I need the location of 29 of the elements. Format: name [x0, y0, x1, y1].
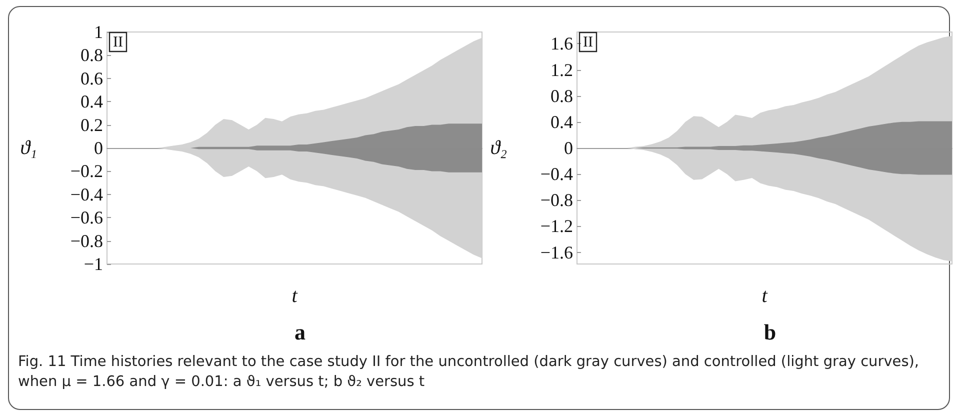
y-tick-label: 0.6 — [80, 68, 103, 88]
y-tick-label: 0.4 — [550, 112, 573, 132]
y-tick-label: 1 — [94, 22, 103, 42]
y-tick-label: −0.8 — [70, 230, 103, 251]
x-axis-title: t — [762, 285, 768, 307]
y-tick-label: 0 — [564, 138, 573, 158]
y-tick-label: −0.4 — [540, 164, 573, 184]
y-tick-label: −0.6 — [70, 208, 103, 228]
y-tick-label: 0.8 — [80, 45, 103, 66]
text: a — [294, 320, 306, 344]
y-tick-label: 0.2 — [80, 114, 103, 135]
y-tick-label: −0.8 — [540, 190, 573, 210]
annotation: II — [583, 34, 593, 50]
y-tick-label: −1.6 — [540, 242, 573, 262]
y-tick-label: −1.2 — [540, 216, 573, 236]
y-tick-label: −1 — [84, 254, 103, 274]
text: b — [764, 320, 776, 344]
y-tick-label: −0.4 — [70, 184, 103, 204]
y-tick-label: 0 — [94, 138, 103, 158]
y-axis-title: ϑ₁ — [20, 137, 37, 159]
y-tick-label: 1.6 — [550, 34, 573, 54]
y-tick-label: 0.4 — [80, 92, 103, 112]
y-tick-label: 1.2 — [550, 60, 573, 80]
annotation: II — [113, 34, 123, 50]
y-tick-label: 0.8 — [550, 86, 573, 106]
y-axis-title: ϑ₂ — [490, 137, 508, 159]
x-axis-title: t — [292, 285, 298, 307]
y-tick-label: −0.2 — [70, 161, 103, 182]
caption: Fig. 11 Time histories relevant to the case study II for the uncontrolled (dark gray curves) and controlled (light gray curves), when μ = 1.66 and γ = 0.01: a ϑ₁ versus t; b ϑ₂ versus t — [18, 353, 920, 392]
